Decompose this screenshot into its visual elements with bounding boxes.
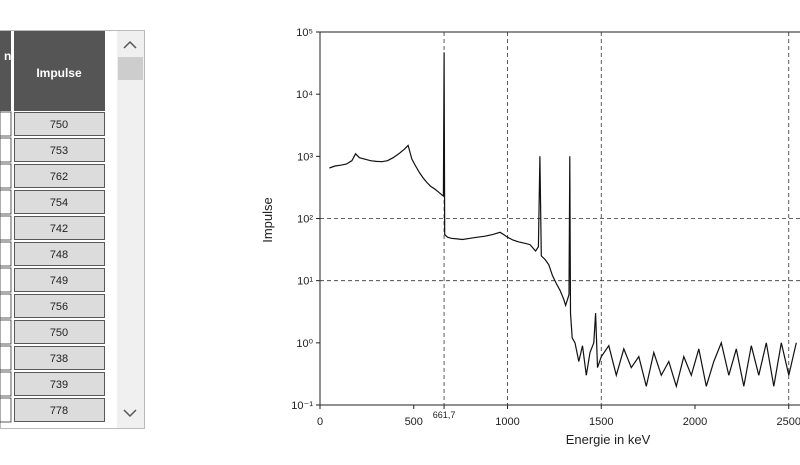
chart: Impulse Energie in keV 10⁻¹ 10⁰ 10¹ 10² 10³ 1… — [260, 27, 800, 447]
x-tick-label: 500 — [405, 416, 423, 428]
scroll-down[interactable] — [123, 409, 137, 418]
header-cell — [0, 31, 11, 111]
cell-text: 739 — [50, 379, 68, 391]
spectrum-line — [329, 52, 797, 389]
x-tick-label: 2000 — [683, 416, 707, 428]
cell-text: 750 — [50, 119, 68, 131]
cell — [0, 241, 12, 267]
cell-text: 750 — [50, 327, 68, 339]
scrollbar[interactable] — [117, 31, 144, 428]
cell — [14, 294, 105, 318]
cell-text: 738 — [50, 353, 68, 365]
header-text: Impulse — [36, 66, 82, 80]
scroll-thumb[interactable] — [118, 57, 143, 80]
y-tick-label: 10¹ — [297, 276, 313, 288]
cell — [14, 320, 105, 344]
cell — [14, 164, 105, 188]
y-tick-label: 10⁴ — [296, 89, 313, 101]
cell — [14, 268, 105, 292]
x-axis-label: Energie in keV — [566, 432, 651, 447]
cell-text: 756 — [50, 301, 68, 313]
cell — [14, 398, 105, 422]
cell — [0, 319, 12, 345]
cell — [0, 371, 12, 397]
table-body: 750 753 762 754 742 748 749 756 750 738 739 778 — [0, 111, 105, 423]
x-tick-label: 661,7 — [433, 410, 456, 420]
x-tick-label: 1000 — [495, 416, 519, 428]
cell-text: 762 — [50, 171, 68, 183]
x-tick-label: 2500 — [777, 416, 800, 428]
cell — [0, 397, 12, 423]
cell — [0, 345, 12, 371]
cell — [14, 346, 105, 370]
cell-text: 742 — [50, 223, 68, 235]
y-tick-label: 10⁰ — [296, 338, 313, 350]
y-tick-label: 10² — [297, 214, 313, 226]
cell — [14, 216, 105, 240]
cell-text: 778 — [50, 405, 68, 417]
cell — [14, 190, 105, 214]
cell — [14, 372, 105, 396]
cell — [14, 112, 105, 136]
cell — [0, 267, 12, 293]
cell — [0, 111, 12, 137]
cell-text: 754 — [50, 197, 68, 209]
cell-text: 748 — [50, 249, 68, 261]
y-tick-label: 10⁻¹ — [291, 400, 313, 412]
x-tick-label: 0 — [317, 416, 323, 428]
cell — [0, 137, 12, 163]
cell-text: 749 — [50, 275, 68, 287]
cell-text: 753 — [50, 145, 68, 157]
header-text: n — [4, 49, 11, 63]
y-tick-label: 10³ — [297, 151, 313, 163]
scroll-up[interactable] — [123, 40, 137, 49]
cell — [0, 163, 12, 189]
cell — [0, 189, 12, 215]
y-axis-label: Impulse — [260, 197, 275, 243]
cell — [14, 138, 105, 162]
cell — [14, 242, 105, 266]
y-tick-label: 10⁵ — [296, 27, 313, 39]
x-tick-label: 1500 — [589, 416, 613, 428]
cell — [0, 293, 12, 319]
header-cell — [14, 31, 105, 111]
cell — [0, 215, 12, 241]
